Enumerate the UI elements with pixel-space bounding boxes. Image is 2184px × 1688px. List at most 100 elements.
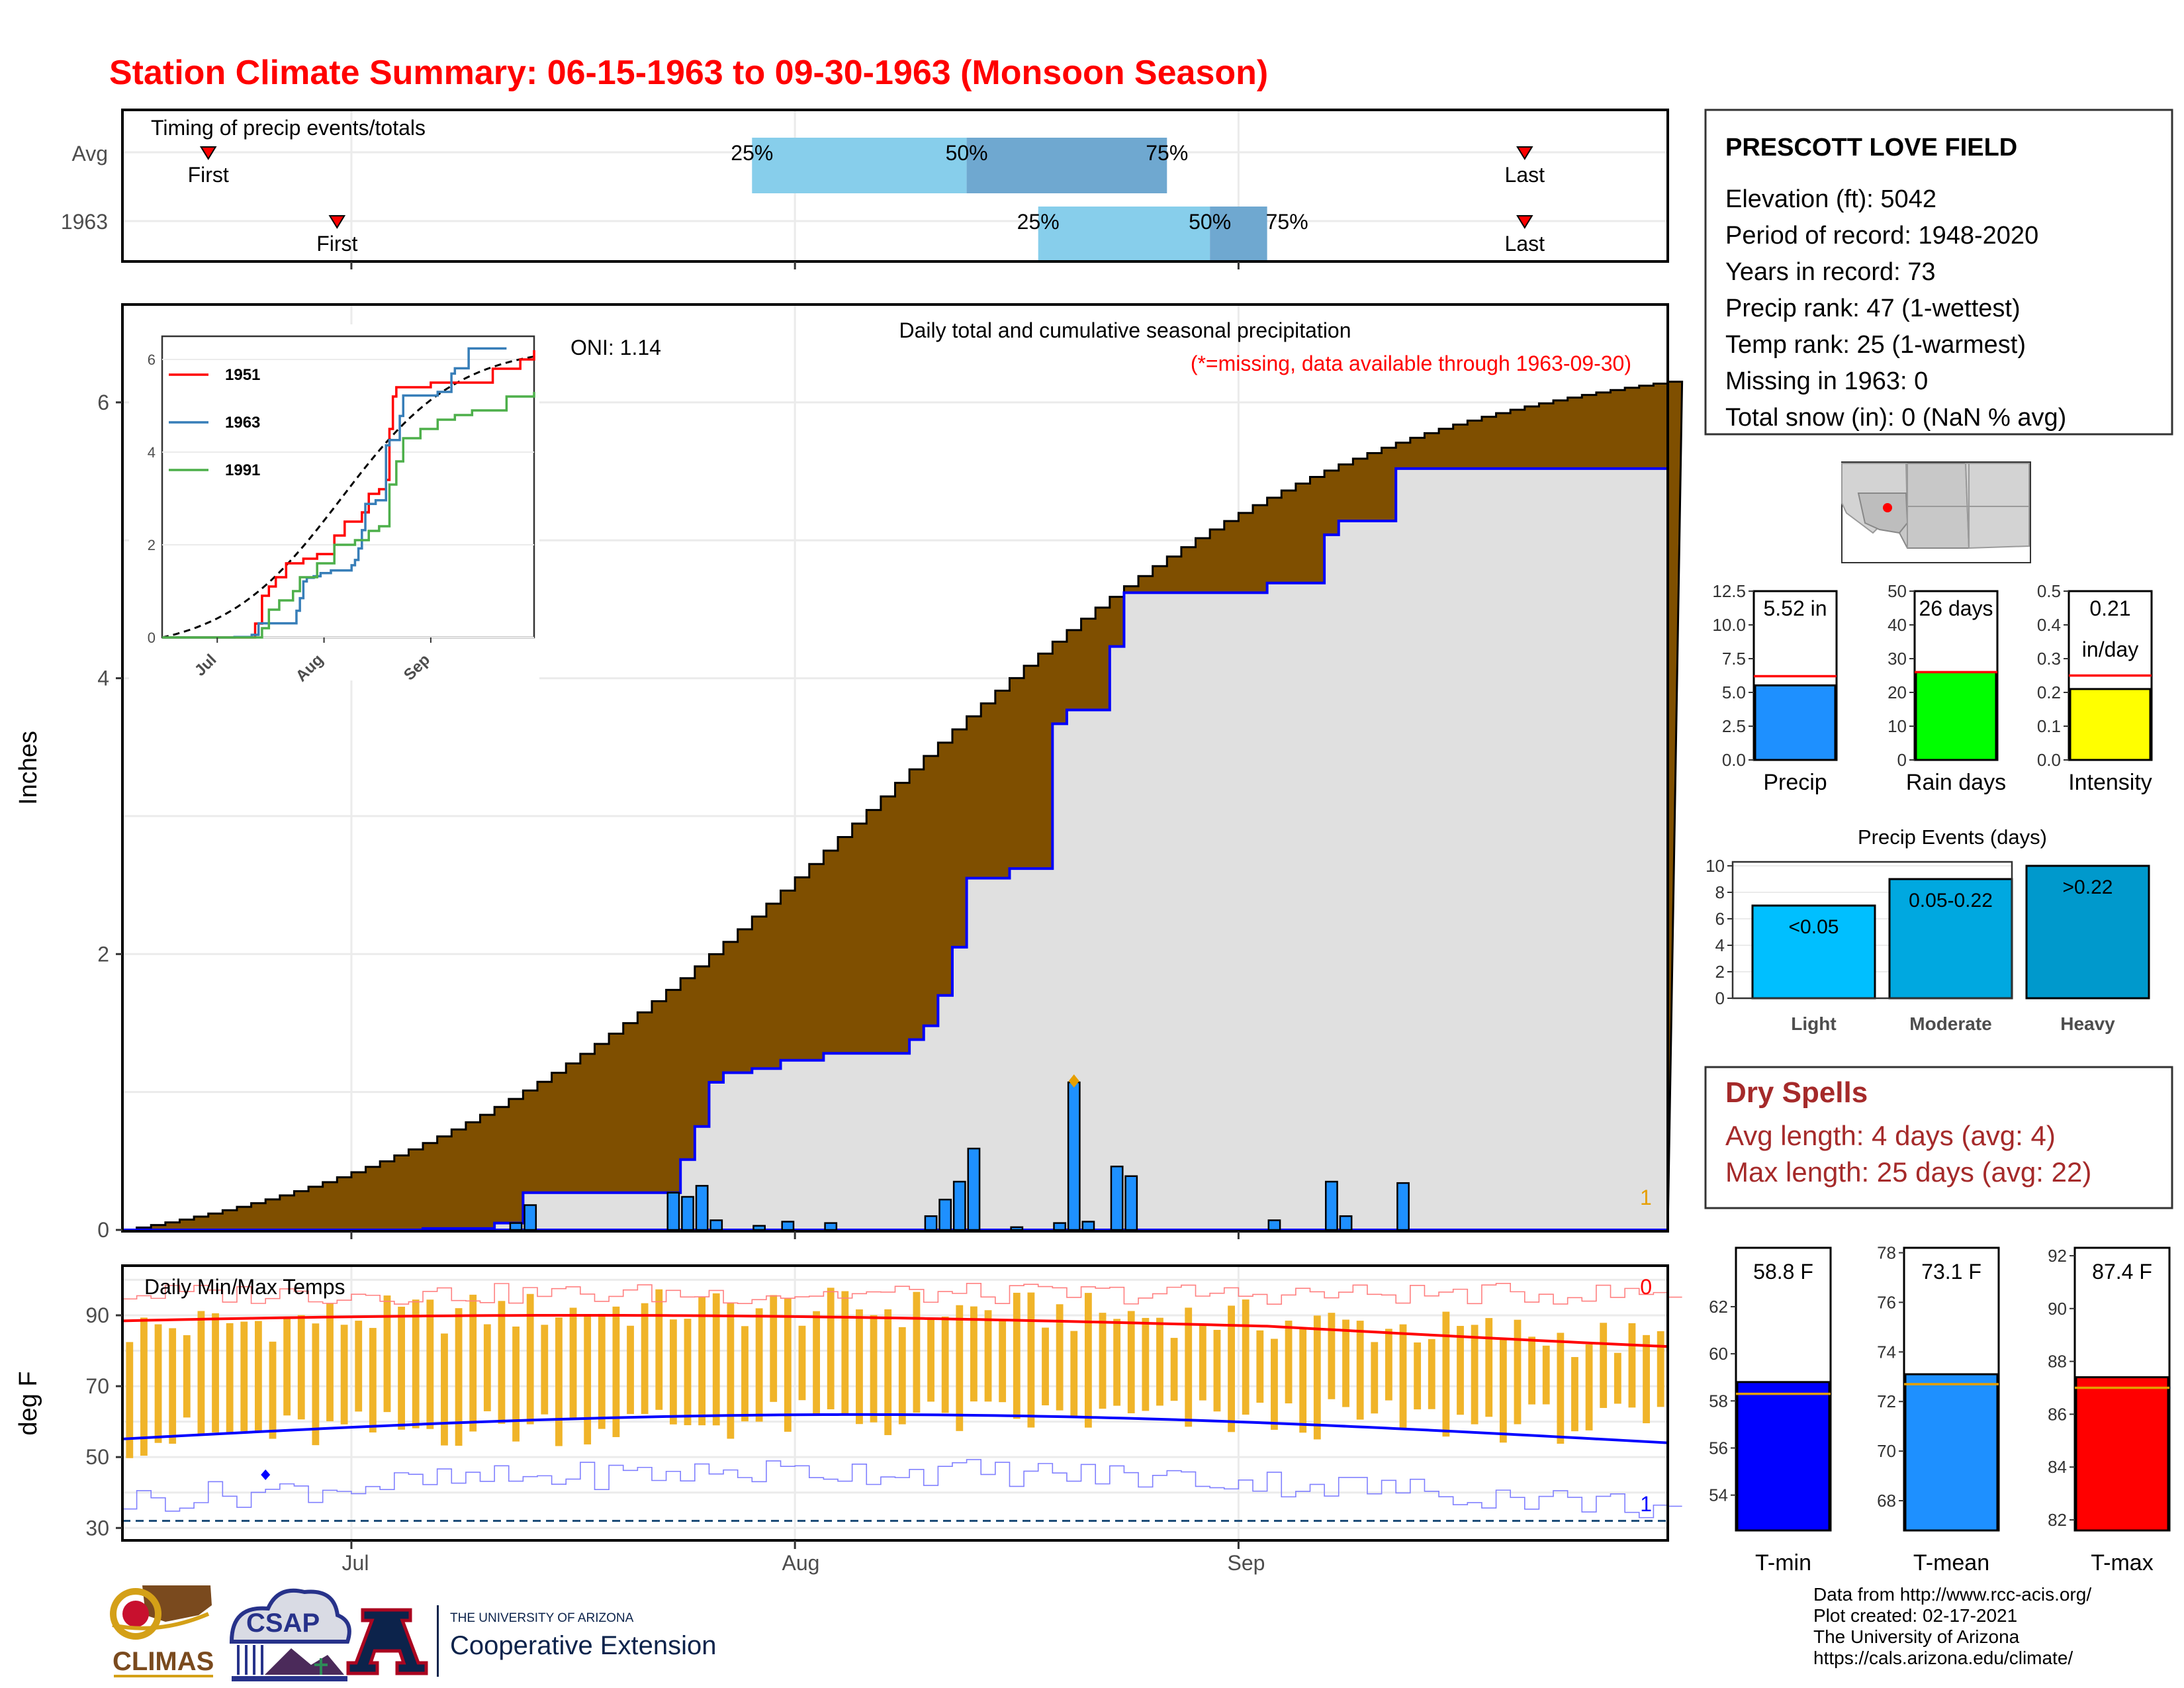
daily-temp-range-bar [1328, 1313, 1336, 1399]
daily-temp-range-bar [784, 1297, 792, 1432]
temp-mini-y-tick-label: 70 [1877, 1441, 1896, 1461]
events-bar-label: Light [1791, 1013, 1836, 1034]
credit-data-source: Data from http://www.rcc-acis.org/ [1813, 1584, 2091, 1605]
mini-label-raindays: Rain days [1906, 770, 2006, 795]
temp-mini-y-tick-label: 76 [1877, 1292, 1896, 1312]
inset-series-line [162, 350, 535, 639]
daily-temp-range-bar [283, 1316, 291, 1416]
daily-temp-range-bar [340, 1325, 348, 1425]
precip-y-tick-label: 2 [97, 942, 109, 966]
daily-temp-range-bar [212, 1313, 219, 1432]
daily-temp-range-bar [1056, 1304, 1064, 1411]
temp-mini-y-tick-label: 82 [2048, 1510, 2067, 1530]
daily-temp-range-bar [584, 1315, 592, 1445]
daily-precip-bar [938, 1198, 952, 1231]
timing-panel-label: Timing of precip events/totals [151, 116, 426, 140]
daily-temp-range-bar [898, 1327, 906, 1425]
daily-temp-range-bar [441, 1333, 448, 1446]
temp-mini-y-tick-label: 54 [1709, 1485, 1728, 1505]
daily-precip-bar [523, 1204, 537, 1231]
timing-last-label: Last [1505, 232, 1545, 256]
mini-y-tick-label: 30 [1888, 649, 1907, 669]
daily-temp-range-bar [312, 1323, 320, 1446]
dry-spells-avg: Avg length: 4 days (avg: 4) [1725, 1120, 2056, 1151]
station-elevation: Elevation (ft): 5042 [1725, 185, 1936, 213]
temp-mini-bar-tmean [1904, 1373, 1999, 1532]
inset-legend-label: 1951 [225, 366, 260, 384]
quartile-bar-50-75 [966, 138, 1167, 193]
daily-temp-range-bar [526, 1293, 534, 1425]
temp-mini-y-tick-label: 58 [1709, 1391, 1728, 1411]
daily-temp-range-bar [1600, 1323, 1608, 1408]
mini-label-precip: Precip [1763, 770, 1827, 795]
daily-temp-range-bar [999, 1320, 1007, 1403]
daily-temp-range-bar [1385, 1329, 1392, 1401]
daily-temp-range-bar [269, 1341, 277, 1439]
mini-y-tick-label: 0.0 [2037, 750, 2061, 770]
temp-y-axis-label: deg F [15, 1371, 42, 1435]
daily-temp-range-bar [941, 1316, 949, 1413]
events-y-tick-label: 10 [1706, 856, 1725, 876]
inset-series-line [162, 392, 535, 639]
temp-mini-label-tmin: T-min [1755, 1550, 1811, 1575]
events-bar-heavy [2025, 865, 2150, 1000]
temp-y-tick-label: 30 [85, 1516, 109, 1540]
daily-temp-range-bar [1299, 1327, 1307, 1433]
timing-panel-frame [121, 109, 1669, 263]
daily-temp-range-bar [1127, 1311, 1135, 1413]
daily-temp-range-bar [870, 1315, 878, 1423]
events-bar-moderate [1888, 878, 2013, 1000]
daily-temp-range-bar [669, 1319, 677, 1425]
mini-y-tick-label: 0.5 [2037, 581, 2061, 601]
daily-temp-range-bar [426, 1299, 434, 1429]
quartile-bar-25-50 [1038, 207, 1210, 262]
daily-temp-range-bar [655, 1289, 663, 1410]
events-y-tick-label: 2 [1715, 962, 1725, 982]
quartile-label-50: 50% [1189, 210, 1231, 234]
temp-mini-y-tick-label: 68 [1877, 1491, 1896, 1511]
mini-label-intensity: Intensity [2068, 770, 2152, 795]
daily-precip-bar [752, 1225, 766, 1231]
mini-y-tick-label: 10.0 [1712, 615, 1746, 635]
daily-temp-range-bar [1528, 1336, 1536, 1405]
temp-mini-y-tick-label: 62 [1709, 1297, 1728, 1317]
mini-y-tick-label: 50 [1888, 581, 1907, 601]
events-bar-label: Moderate [1909, 1013, 1991, 1034]
station-info-frame [1704, 109, 2173, 436]
daily-precip-bar [924, 1215, 938, 1231]
daily-temp-range-bar [1099, 1313, 1107, 1409]
daily-temp-range-bar [355, 1321, 363, 1412]
daily-temp-range-bar [226, 1323, 234, 1432]
daily-temp-range-bar [1657, 1331, 1664, 1407]
daily-temp-range-bar [755, 1308, 763, 1422]
inset-y-tick-label: 4 [148, 444, 156, 461]
daily-temp-range-bar [126, 1342, 134, 1458]
daily-temp-range-bar [183, 1335, 191, 1418]
events-bar-range: 0.05-0.22 [1909, 890, 1993, 912]
mini-bar-raindays [1915, 671, 1997, 761]
daily-temp-range-bar [612, 1306, 620, 1437]
daily-precip-bar [952, 1180, 966, 1231]
precip-y-tick-label: 0 [97, 1218, 109, 1242]
daily-temp-range-bar [1399, 1324, 1407, 1429]
daily-temp-range-bar [1542, 1345, 1550, 1405]
events-bar-range: <0.05 [1789, 916, 1839, 938]
quartile-label-25: 25% [731, 141, 773, 165]
mini-value-intensity: 0.21 [2089, 596, 2130, 620]
daily-temp-range-bar [254, 1321, 262, 1431]
daily-temp-range-bar [1499, 1339, 1507, 1443]
mini-y-tick-label: 12.5 [1712, 581, 1746, 601]
daily-temp-range-bar [240, 1321, 248, 1432]
quartile-label-75: 75% [1266, 210, 1308, 234]
mini-y-tick-label: 5.0 [1722, 682, 1746, 702]
daily-precip-bar [1110, 1165, 1124, 1231]
daily-temp-range-bar [1356, 1321, 1364, 1420]
temp-panel-frame [121, 1264, 1669, 1542]
daily-precip-bar [1067, 1081, 1081, 1231]
temp-mini-y-tick-label: 78 [1877, 1243, 1896, 1262]
daily-temp-range-bar [398, 1307, 406, 1430]
quartile-label-50: 50% [946, 141, 988, 165]
daily-temp-range-bar [798, 1325, 806, 1401]
climas-logo: CLIMAS [110, 1585, 214, 1677]
